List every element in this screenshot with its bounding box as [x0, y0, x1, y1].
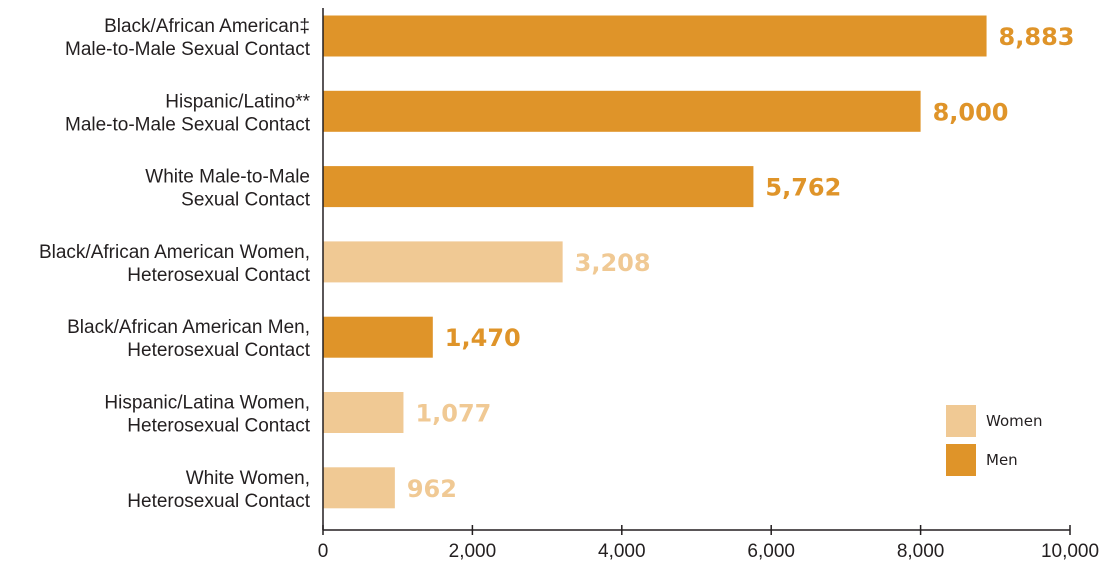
x-tick-label-4: 8,000	[897, 541, 945, 562]
x-tick-label-5: 10,000	[1041, 541, 1099, 562]
bars-group	[323, 15, 987, 509]
category-label-6-line-0: White Women,	[186, 468, 310, 489]
bar-1	[323, 90, 921, 132]
category-label-6-line-1: Heterosexual Contact	[127, 491, 310, 512]
value-label-5: 1,077	[415, 400, 491, 428]
value-label-4: 1,470	[445, 324, 521, 352]
value-label-2: 5,762	[765, 174, 841, 202]
value-label-0: 8,883	[999, 23, 1075, 51]
category-label-3-line-1: Heterosexual Contact	[127, 265, 310, 286]
x-tick-label-2: 4,000	[598, 541, 646, 562]
bar-0	[323, 15, 987, 57]
x-tick-label-1: 2,000	[449, 541, 497, 562]
category-label-0-line-0: Black/African American‡	[104, 16, 310, 37]
x-ticks-group: 0 2,000 4,000 6,000 8,000 10,000	[318, 525, 1099, 562]
value-label-3: 3,208	[575, 249, 651, 277]
axes-group	[322, 8, 1070, 531]
category-label-4-line-0: Black/African American Men,	[67, 317, 310, 338]
bar-2	[323, 166, 754, 208]
category-label-2-line-0: White Male-to-Male	[145, 167, 310, 188]
bar-6	[323, 467, 395, 509]
value-labels-group: 8,883 8,000 5,762 3,208 1,470 1,077 962	[407, 23, 1075, 503]
value-label-1: 8,000	[933, 98, 1009, 126]
category-label-0-line-1: Male-to-Male Sexual Contact	[65, 39, 311, 60]
category-label-2-line-1: Sexual Contact	[181, 190, 311, 211]
x-tick-label-3: 6,000	[747, 541, 795, 562]
category-labels-group: Black/African American‡Male-to-Male Sexu…	[39, 16, 311, 512]
category-label-5-line-0: Hispanic/Latina Women,	[104, 393, 310, 414]
legend-label-women: Women	[986, 412, 1042, 430]
bar-3	[323, 241, 563, 283]
legend-label-men: Men	[986, 451, 1018, 469]
value-label-6: 962	[407, 475, 457, 503]
bar-5	[323, 392, 404, 433]
legend: Women Men	[946, 405, 1042, 476]
x-tick-label-0: 0	[318, 541, 329, 562]
bar-4	[323, 316, 433, 358]
category-label-1-line-1: Male-to-Male Sexual Contact	[65, 114, 311, 135]
category-label-3-line-0: Black/African American Women,	[39, 242, 310, 263]
legend-swatch-women	[946, 405, 976, 437]
category-label-5-line-1: Heterosexual Contact	[127, 416, 310, 437]
category-label-1-line-0: Hispanic/Latino**	[165, 91, 310, 112]
legend-swatch-men	[946, 444, 976, 476]
category-label-4-line-1: Heterosexual Contact	[127, 340, 310, 361]
